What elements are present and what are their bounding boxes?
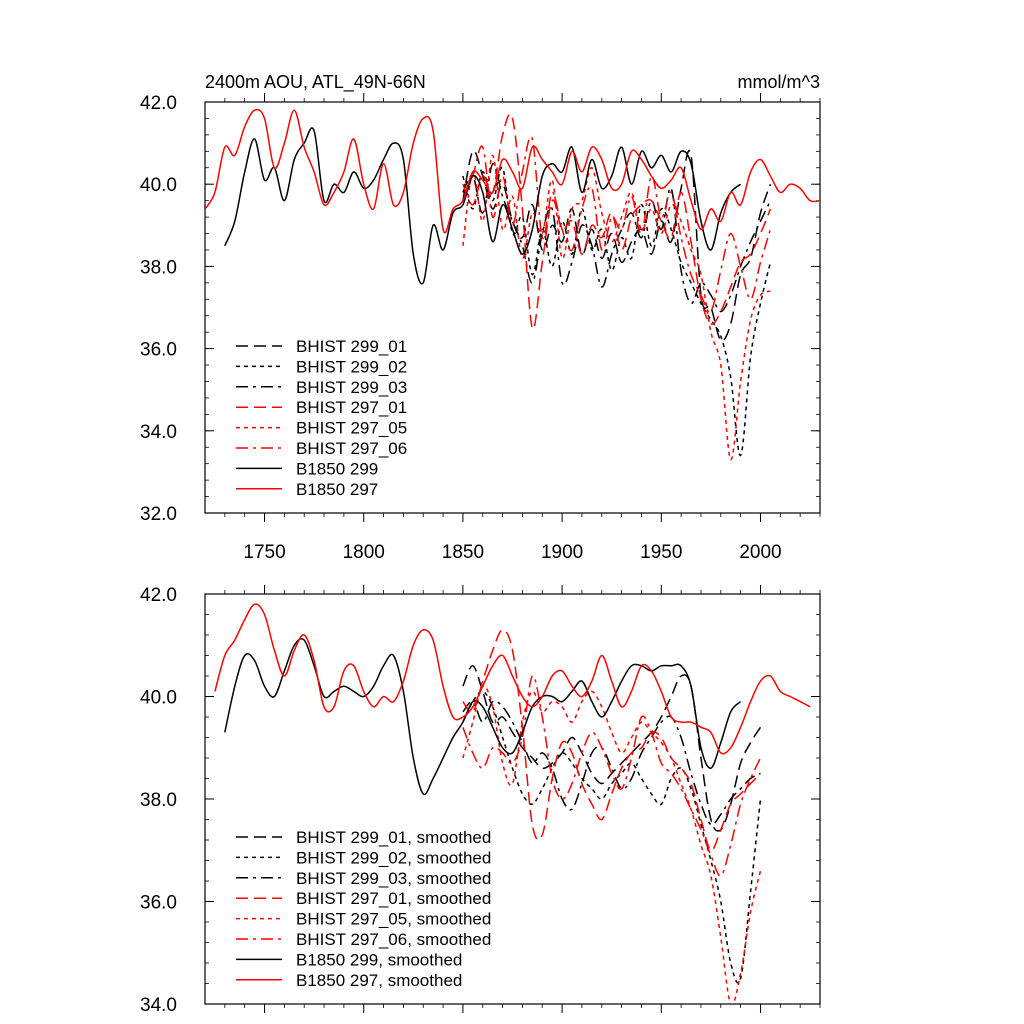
- legend-label: BHIST 299_01, smoothed: [296, 828, 491, 847]
- legend-label: BHIST 297_06, smoothed: [296, 930, 491, 949]
- top-tick-layer: 32.0 34.0 36.0 38.0 40.0 42.0 1750 1800 1850 1900…: [140, 93, 821, 563]
- top-xtick-label: 1950: [640, 542, 682, 563]
- top-series-layer: [205, 108, 820, 461]
- legend-label: BHIST 297_05, smoothed: [296, 910, 491, 929]
- bottom-panel: 34.0 36.0 38.0 40.0 42.0 BHIST 299_01, smoot…: [140, 585, 821, 1016]
- series-line-bhist-299-01: [462, 149, 772, 342]
- series-line-bhist-297-05: [462, 154, 771, 461]
- top-xtick-label: 1750: [243, 542, 285, 563]
- bottom-tick-layer: 34.0 36.0 38.0 40.0 42.0: [140, 585, 821, 1016]
- legend-label: BHIST 299_02, smoothed: [296, 848, 491, 867]
- top-ytick-label: 36.0: [140, 340, 177, 361]
- top-units-label: mmol/m^3: [738, 72, 820, 92]
- series-line-bhist-299-01-smoothed: [462, 665, 762, 832]
- top-xtick-label: 2000: [739, 542, 781, 563]
- legend-label: BHIST 297_01: [296, 398, 407, 417]
- top-ytick-label: 38.0: [140, 257, 177, 278]
- top-xtick-label: 1850: [442, 542, 484, 563]
- legend-label: BHIST 297_01, smoothed: [296, 889, 491, 908]
- series-line-b1850-297: [205, 108, 820, 234]
- series-line-bhist-297-01: [462, 113, 772, 330]
- top-xtick-label: 1800: [343, 542, 385, 563]
- series-line-bhist-299-03: [462, 162, 772, 313]
- legend-label: B1850 299: [296, 459, 378, 478]
- legend-label: BHIST 299_01: [296, 337, 407, 356]
- series-line-bhist-297-01-smoothed: [462, 629, 762, 852]
- top-chart-title: 2400m AOU, ATL_49N-66N: [205, 72, 426, 93]
- top-ytick-label: 40.0: [140, 175, 177, 196]
- bottom-ytick-label: 34.0: [140, 995, 177, 1016]
- series-line-bhist-299-03-smoothed: [462, 700, 761, 826]
- legend-label: B1850 297: [296, 480, 378, 499]
- series-line-b1850-297-smoothed: [214, 603, 811, 755]
- top-ytick-label: 34.0: [140, 422, 177, 443]
- legend-label: BHIST 299_03, smoothed: [296, 869, 491, 888]
- top-xtick-label: 1900: [541, 542, 583, 563]
- series-line-bhist-297-06: [462, 135, 772, 314]
- bottom-ytick-label: 36.0: [140, 893, 177, 914]
- series-line-b1850-299: [224, 127, 742, 285]
- series-line-b1850-299-smoothed: [224, 638, 742, 796]
- legend-label: BHIST 297_06: [296, 439, 407, 458]
- legend-label: BHIST 297_05: [296, 419, 407, 438]
- legend-label: BHIST 299_03: [296, 378, 407, 397]
- bottom-series-layer: [214, 603, 811, 1004]
- series-line-bhist-297-06-smoothed: [462, 675, 762, 877]
- top-ytick-label: 42.0: [140, 93, 177, 114]
- series-line-bhist-299-02-smoothed: [462, 690, 762, 984]
- bottom-ytick-label: 42.0: [140, 585, 177, 606]
- top-panel: 2400m AOU, ATL_49N-66N mmol/m^3 32.0 34.0…: [140, 72, 821, 563]
- top-ytick-label: 32.0: [140, 504, 177, 525]
- bottom-ytick-label: 38.0: [140, 790, 177, 811]
- bottom-ytick-label: 40.0: [140, 688, 177, 709]
- legend-label: B1850 297, smoothed: [296, 971, 462, 990]
- legend-label: B1850 299, smoothed: [296, 950, 462, 969]
- top-plot-frame: [204, 101, 821, 514]
- legend-label: BHIST 299_02: [296, 357, 407, 376]
